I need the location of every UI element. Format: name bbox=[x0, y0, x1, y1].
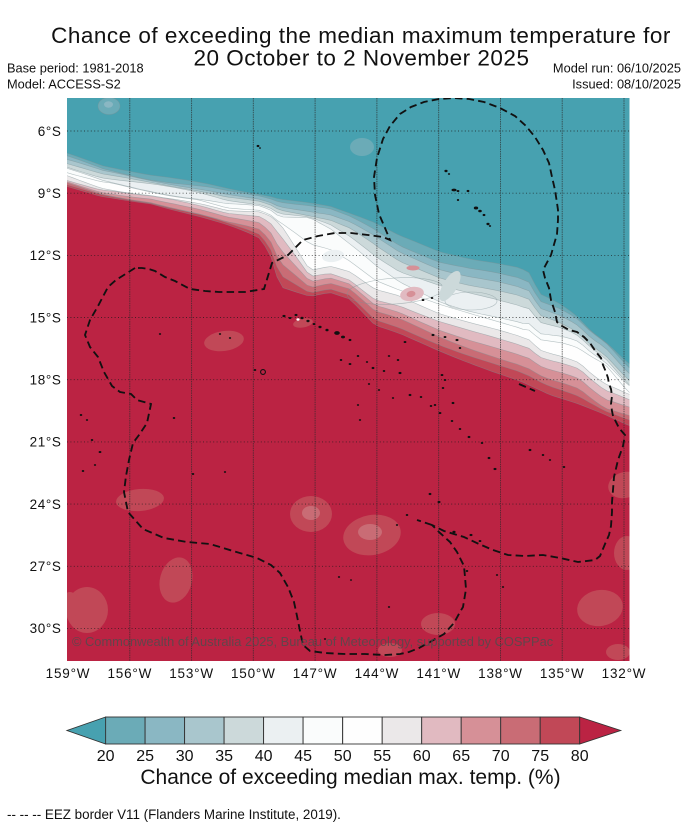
svg-text:30°S: 30°S bbox=[30, 621, 62, 636]
svg-text:20 October to 2 November 2025: 20 October to 2 November 2025 bbox=[194, 46, 530, 71]
svg-text:15°S: 15°S bbox=[30, 310, 62, 325]
svg-text:24°S: 24°S bbox=[30, 497, 62, 512]
svg-text:Base period: 1981-2018: Base period: 1981-2018 bbox=[7, 61, 144, 76]
svg-text:30: 30 bbox=[176, 748, 194, 765]
svg-text:27°S: 27°S bbox=[30, 559, 62, 574]
svg-text:65: 65 bbox=[452, 748, 470, 765]
svg-text:135°W: 135°W bbox=[540, 666, 585, 681]
svg-text:6°S: 6°S bbox=[38, 124, 62, 139]
svg-text:Model: ACCESS-S2: Model: ACCESS-S2 bbox=[7, 77, 121, 92]
svg-text:21°S: 21°S bbox=[30, 435, 62, 450]
svg-text:60: 60 bbox=[413, 748, 431, 765]
svg-text:© Commonwealth of Australia 20: © Commonwealth of Australia 2025, Bureau… bbox=[72, 634, 554, 649]
svg-text:138°W: 138°W bbox=[478, 666, 523, 681]
svg-text:Chance of exceeding median max: Chance of exceeding median max. temp. (%… bbox=[140, 766, 560, 789]
svg-text:35: 35 bbox=[215, 748, 233, 765]
svg-text:75: 75 bbox=[531, 748, 549, 765]
svg-text:132°W: 132°W bbox=[602, 666, 647, 681]
svg-text:159°W: 159°W bbox=[46, 666, 91, 681]
svg-text:55: 55 bbox=[373, 748, 391, 765]
svg-text:25: 25 bbox=[136, 748, 154, 765]
svg-text:Chance of exceeding the median: Chance of exceeding the median maximum t… bbox=[51, 23, 671, 48]
svg-text:12°S: 12°S bbox=[30, 248, 62, 263]
svg-text:70: 70 bbox=[492, 748, 510, 765]
svg-text:80: 80 bbox=[571, 748, 589, 765]
svg-text:Issued: 08/10/2025: Issued: 08/10/2025 bbox=[572, 77, 681, 92]
svg-text:20: 20 bbox=[97, 748, 115, 765]
svg-text:141°W: 141°W bbox=[416, 666, 461, 681]
svg-text:153°W: 153°W bbox=[169, 666, 214, 681]
svg-text:45: 45 bbox=[294, 748, 312, 765]
svg-text:-- -- -- EEZ border V11 (Fla: -- -- -- EEZ border V11 (Flanders Marine… bbox=[7, 807, 341, 822]
svg-text:50: 50 bbox=[334, 748, 352, 765]
svg-text:156°W: 156°W bbox=[107, 666, 152, 681]
svg-text:18°S: 18°S bbox=[30, 373, 62, 388]
svg-text:Model run: 06/10/2025: Model run: 06/10/2025 bbox=[553, 61, 681, 76]
svg-text:144°W: 144°W bbox=[355, 666, 400, 681]
svg-text:150°W: 150°W bbox=[231, 666, 276, 681]
svg-text:147°W: 147°W bbox=[293, 666, 338, 681]
svg-text:40: 40 bbox=[255, 748, 273, 765]
svg-text:9°S: 9°S bbox=[38, 186, 62, 201]
